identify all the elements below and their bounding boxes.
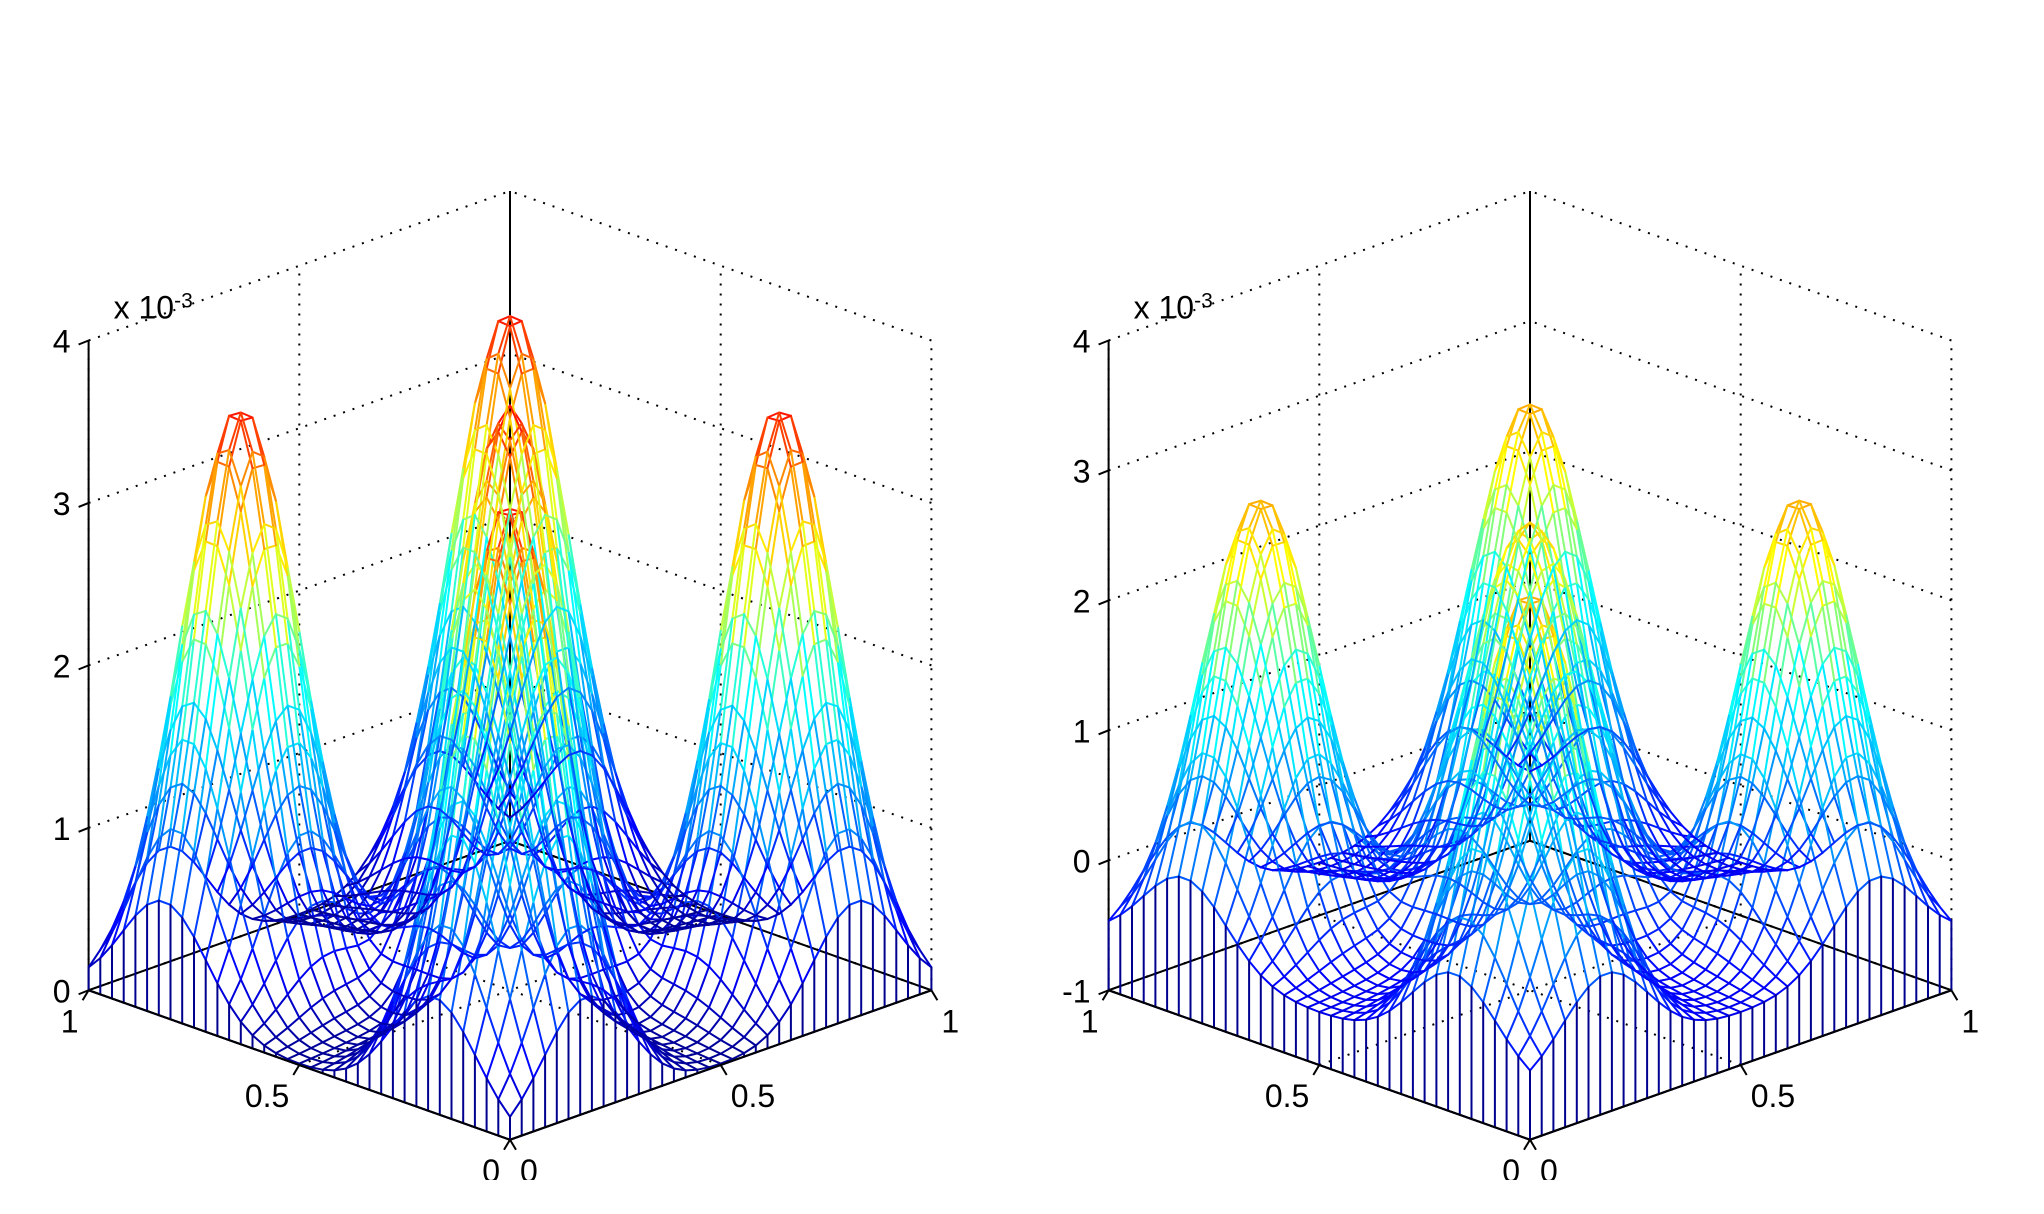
z-tick-label: 0 [1073, 843, 1091, 879]
z-tick-label: 1 [1073, 713, 1091, 749]
x-tick-label: 0.5 [1751, 1078, 1795, 1114]
x-tick-label: 0 [520, 1153, 538, 1180]
z-tick-label: 1 [53, 811, 71, 847]
y-tick-label: 1 [61, 1003, 79, 1039]
surface-svg: -10123400.5100.51x 10-3 [1040, 30, 2020, 1180]
x-tick-label: 0 [1540, 1153, 1558, 1180]
z-tick-label: 2 [53, 648, 71, 684]
surface-plot-1: 0123400.5100.51x 10-3 [20, 30, 1000, 1180]
x-tick-label: 1 [941, 1003, 959, 1039]
y-tick-label: 0.5 [1265, 1078, 1309, 1114]
surface-svg: 0123400.5100.51x 10-3 [20, 30, 1000, 1180]
y-tick-label: 1 [1081, 1003, 1099, 1039]
z-tick-label: 3 [1073, 453, 1091, 489]
z-tick-label: 4 [53, 324, 71, 360]
y-tick-label: 0 [1502, 1153, 1520, 1180]
z-tick-label: 2 [1073, 583, 1091, 619]
y-tick-label: 0.5 [245, 1078, 289, 1114]
y-tick-label: 0 [482, 1153, 500, 1180]
x-tick-label: 1 [1961, 1003, 1979, 1039]
surface-plot-2: -10123400.5100.51x 10-3 [1040, 30, 2020, 1180]
z-scale-label: x 10-3 [1134, 289, 1213, 326]
z-tick-label: 4 [1073, 324, 1091, 360]
figure-root: 0123400.5100.51x 10-3-10123400.5100.51x … [0, 0, 2044, 1214]
x-tick-label: 0.5 [731, 1078, 775, 1114]
z-scale-label: x 10-3 [114, 289, 193, 326]
z-tick-label: 3 [53, 486, 71, 522]
